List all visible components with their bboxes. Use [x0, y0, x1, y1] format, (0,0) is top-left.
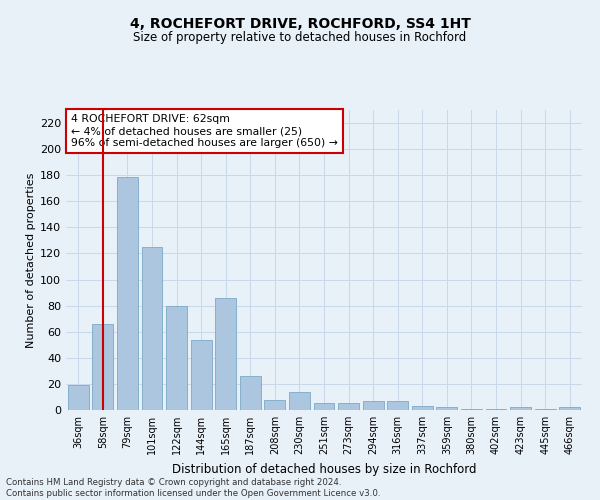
Text: Contains HM Land Registry data © Crown copyright and database right 2024.
Contai: Contains HM Land Registry data © Crown c…	[6, 478, 380, 498]
Bar	[142, 247, 163, 410]
Bar	[436, 408, 457, 410]
Bar	[215, 298, 236, 410]
X-axis label: Distribution of detached houses by size in Rochford: Distribution of detached houses by size …	[172, 462, 476, 475]
Bar	[314, 404, 334, 410]
Bar	[117, 176, 138, 410]
Bar	[412, 406, 433, 410]
Bar	[240, 376, 261, 410]
Bar	[510, 408, 531, 410]
Bar	[559, 408, 580, 410]
Text: 4 ROCHEFORT DRIVE: 62sqm
← 4% of detached houses are smaller (25)
96% of semi-de: 4 ROCHEFORT DRIVE: 62sqm ← 4% of detache…	[71, 114, 338, 148]
Bar	[485, 408, 506, 410]
Bar	[166, 306, 187, 410]
Bar	[68, 385, 89, 410]
Text: Size of property relative to detached houses in Rochford: Size of property relative to detached ho…	[133, 31, 467, 44]
Bar	[387, 401, 408, 410]
Bar	[461, 408, 482, 410]
Bar	[289, 392, 310, 410]
Text: 4, ROCHEFORT DRIVE, ROCHFORD, SS4 1HT: 4, ROCHEFORT DRIVE, ROCHFORD, SS4 1HT	[130, 18, 470, 32]
Bar	[265, 400, 286, 410]
Bar	[535, 408, 556, 410]
Bar	[191, 340, 212, 410]
Y-axis label: Number of detached properties: Number of detached properties	[26, 172, 36, 348]
Bar	[338, 404, 359, 410]
Bar	[92, 324, 113, 410]
Bar	[362, 401, 383, 410]
